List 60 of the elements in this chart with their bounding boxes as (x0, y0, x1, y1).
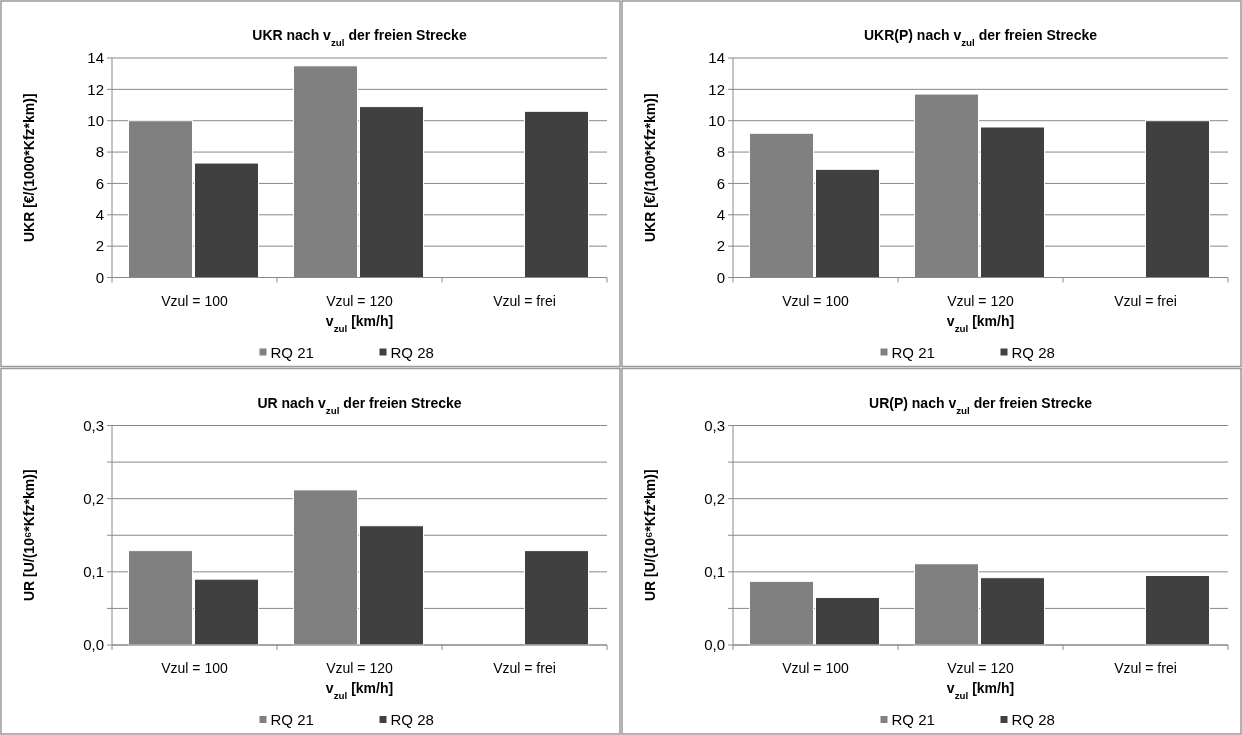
y-tick-label: 10 (87, 111, 104, 129)
y-tick-label: 12 (87, 80, 104, 98)
y-tick-label: 0,0 (83, 636, 104, 654)
y-tick-label: 4 (95, 206, 104, 224)
y-tick-label: 0,0 (704, 636, 725, 654)
y-tick-label: 14 (708, 49, 725, 67)
x-tick-label: Vzul = frei (493, 660, 556, 676)
y-tick-label: 4 (716, 206, 725, 224)
y-tick-label: 0,3 (83, 416, 104, 434)
y-tick-label: 0 (716, 268, 725, 286)
x-tick-label: Vzul = 120 (947, 292, 1014, 309)
x-tick-label: Vzul = 120 (326, 660, 393, 676)
legend-label: RQ 28 (1011, 711, 1055, 728)
legend-label: RQ 28 (1011, 343, 1055, 361)
x-tick-label: Vzul = 120 (326, 292, 393, 309)
legend-label: RQ 28 (390, 343, 434, 361)
x-tick-label: Vzul = frei (493, 292, 556, 309)
legend-label: RQ 28 (390, 711, 434, 728)
y-tick-label: 0,1 (83, 563, 104, 581)
chart-title: UKR(P) nach v$_{zul}$ der freien Strecke (863, 27, 1098, 48)
y-tick-label: 12 (708, 80, 725, 98)
bar (524, 550, 589, 646)
y-tick-label: 0,2 (83, 489, 104, 507)
y-tick-label: 0,3 (704, 416, 725, 434)
x-tick-label: Vzul = frei (1114, 292, 1177, 309)
chart-title: UR(P) nach v$_{zul}$ der freien Strecke (869, 394, 1093, 415)
x-axis-title: v$_{zul}$ [km/h] (946, 680, 1015, 701)
bar (1145, 120, 1210, 278)
bar (1145, 574, 1210, 646)
legend-label: RQ 21 (891, 711, 935, 728)
x-tick-label: Vzul = frei (1114, 660, 1177, 676)
chart-title: UR nach v$_{zul}$ der freien Strecke (257, 394, 462, 415)
y-tick-label: 6 (95, 174, 104, 192)
y-tick-label: 0 (95, 268, 104, 286)
legend-label: RQ 21 (270, 343, 314, 361)
chart-title: UKR nach v$_{zul}$ der freien Strecke (252, 27, 467, 48)
legend-label: RQ 21 (270, 711, 314, 728)
y-axis-title: UKR [€/(1000*Kfz*km)] (21, 93, 37, 243)
y-axis-title: UKR [€/(1000*Kfz*km)] (642, 93, 658, 243)
x-axis-title: v$_{zul}$ [km/h] (946, 312, 1015, 333)
x-tick-label: Vzul = 100 (782, 660, 849, 676)
y-tick-label: 2 (95, 237, 104, 255)
y-tick-label: 0,1 (704, 563, 725, 581)
y-axis-title: UR [U/(10⁶*Kfz*km)] (642, 469, 658, 602)
y-axis-title: UR [U/(10⁶*Kfz*km)] (21, 469, 37, 602)
x-tick-label: Vzul = 100 (161, 292, 228, 309)
y-tick-label: 14 (87, 49, 104, 67)
x-tick-label: Vzul = 100 (782, 292, 849, 309)
y-tick-label: 2 (716, 237, 725, 255)
legend-label: RQ 21 (891, 343, 935, 361)
x-axis-title: v$_{zul}$ [km/h] (325, 680, 394, 701)
y-tick-label: 8 (95, 143, 104, 161)
y-tick-label: 10 (708, 111, 725, 129)
x-axis-title: v$_{zul}$ [km/h] (325, 312, 394, 333)
y-tick-label: 6 (716, 174, 725, 192)
y-tick-label: 0,2 (704, 489, 725, 507)
bar (524, 110, 589, 278)
x-tick-label: Vzul = 120 (947, 660, 1014, 676)
y-tick-label: 8 (716, 143, 725, 161)
x-tick-label: Vzul = 100 (161, 660, 228, 676)
